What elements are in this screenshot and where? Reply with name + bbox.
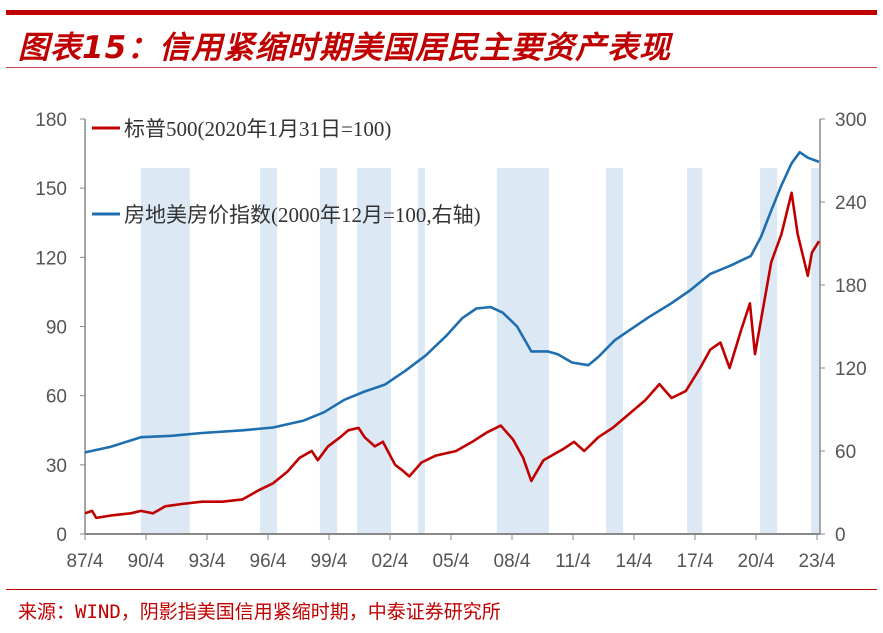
x-tick-label: 11/4 <box>555 551 591 572</box>
y-right-tick-label: 0 <box>835 525 846 546</box>
x-tick-label: 23/4 <box>799 551 836 572</box>
y-left-tick-label: 180 <box>35 110 67 131</box>
y-left-tick-label: 30 <box>46 456 67 477</box>
title-divider <box>6 67 877 68</box>
credit-tightening-band <box>260 168 278 534</box>
x-tick-label: 20/4 <box>738 551 775 572</box>
x-tick-label: 14/4 <box>616 551 653 572</box>
credit-tightening-band <box>760 168 778 534</box>
x-tick-label: 90/4 <box>128 551 165 572</box>
x-tick-label: 02/4 <box>372 551 409 572</box>
y-right-tick-label: 60 <box>835 442 856 463</box>
top-accent-bar <box>6 10 877 15</box>
y-right-tick-label: 120 <box>835 359 867 380</box>
figure-title: 图表15：信用紧缩时期美国居民主要资产表现 <box>18 30 672 66</box>
y-right-tick-label: 240 <box>835 193 867 214</box>
y-left-tick-label: 120 <box>35 248 67 269</box>
credit-tightening-band <box>606 168 624 534</box>
credit-tightening-band <box>418 168 425 534</box>
y-left-tick-label: 90 <box>46 318 67 339</box>
source-note: 来源：WIND，阴影指美国信用紧缩时期，中泰证券研究所 <box>18 601 501 623</box>
source-divider <box>6 589 877 590</box>
house-price-index-line <box>84 150 820 454</box>
legend-label-house-price: 房地美房价指数(2000年12月=100,右轴) <box>124 203 481 227</box>
credit-tightening-band <box>811 168 820 534</box>
x-tick-label: 93/4 <box>189 551 226 572</box>
x-tick-label: 08/4 <box>494 551 531 572</box>
credit-tightening-band <box>357 168 392 534</box>
credit-tightening-band <box>140 168 190 534</box>
x-tick-label: 87/4 <box>67 551 104 572</box>
y-right-tick-label: 180 <box>835 276 867 297</box>
x-tick-label: 05/4 <box>433 551 470 572</box>
y-right-tick-label: 300 <box>835 110 867 131</box>
y-left-tick-label: 150 <box>35 179 67 200</box>
x-tick-label: 96/4 <box>250 551 287 572</box>
credit-tightening-band <box>687 168 703 534</box>
sp500-line <box>84 191 821 520</box>
x-tick-label: 99/4 <box>311 551 348 572</box>
y-left-tick-label: 0 <box>56 525 67 546</box>
x-tick-label: 17/4 <box>677 551 714 572</box>
legend-label-sp500: 标普500(2020年1月31日=100) <box>124 117 391 141</box>
y-left-tick-label: 60 <box>46 387 67 408</box>
